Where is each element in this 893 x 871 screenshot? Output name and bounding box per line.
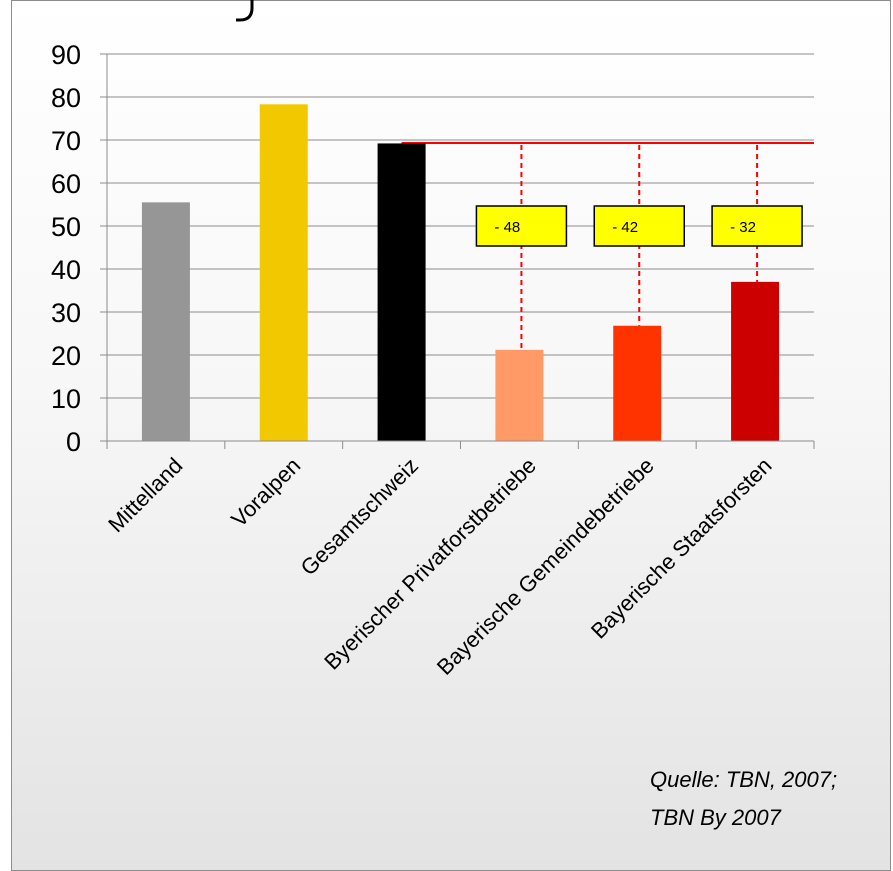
x-tick-label-2: Gesamtschweiz bbox=[296, 453, 423, 580]
source-note-line-1: Quelle: TBN, 2007; bbox=[650, 767, 837, 792]
y-tick-label-40: 40 bbox=[51, 255, 81, 285]
bar-0 bbox=[141, 202, 190, 441]
difference-box-2 bbox=[711, 205, 803, 247]
y-tick-label-70: 70 bbox=[51, 126, 81, 156]
y-tick-label-10: 10 bbox=[51, 384, 81, 414]
x-tick-label-1: Voralpen bbox=[226, 453, 305, 532]
y-tick-label-30: 30 bbox=[51, 298, 81, 328]
y-tick-label-50: 50 bbox=[51, 212, 81, 242]
x-tick-label-3: Byerischer Privatforstbetriebe bbox=[319, 453, 541, 675]
bar-5 bbox=[731, 281, 780, 441]
x-tick-label-4: Bayerische Gemeindebetriebe bbox=[432, 453, 659, 680]
difference-label-0: - 48 bbox=[494, 219, 520, 236]
y-tick-label-90: 90 bbox=[51, 40, 81, 70]
difference-box-0 bbox=[475, 205, 568, 247]
bar-1 bbox=[259, 104, 308, 441]
difference-box-1 bbox=[593, 205, 685, 247]
bar-2 bbox=[377, 143, 426, 441]
difference-label-2: - 32 bbox=[730, 219, 756, 236]
bar-3 bbox=[495, 349, 544, 441]
y-tick-label-80: 80 bbox=[51, 83, 81, 113]
x-tick-label-0: Mittelland bbox=[103, 453, 187, 537]
difference-label-1: - 42 bbox=[612, 219, 638, 236]
y-tick-label-0: 0 bbox=[66, 427, 81, 457]
y-tick-label-60: 60 bbox=[51, 169, 81, 199]
title-fragment-g bbox=[236, 0, 254, 22]
bar-4 bbox=[613, 325, 662, 441]
y-tick-label-20: 20 bbox=[51, 341, 81, 371]
source-note-line-2: TBN By 2007 bbox=[650, 805, 782, 830]
